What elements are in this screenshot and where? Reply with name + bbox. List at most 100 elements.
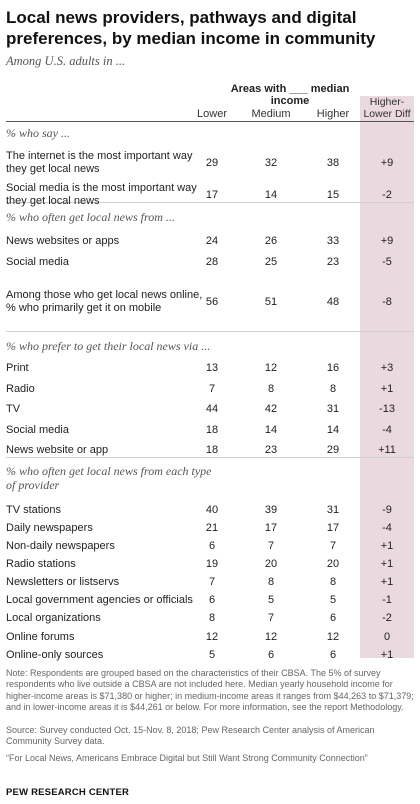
value-lower: 5 — [208, 649, 216, 661]
value-lower: 44 — [205, 403, 219, 415]
value-lower: 19 — [205, 558, 219, 570]
value-medium: 14 — [264, 189, 278, 201]
value-diff: +9 — [380, 157, 394, 169]
section-heading: % who often get local news from each typ… — [6, 464, 212, 492]
row-label: Social media — [6, 424, 69, 436]
row-label: The internet is the most important way t… — [6, 150, 193, 175]
column-header-lower: Lower — [197, 108, 227, 120]
value-higher: 31 — [326, 504, 340, 516]
row-label: Radio stations — [6, 558, 76, 570]
value-lower: 6 — [208, 540, 216, 552]
value-diff: +1 — [380, 576, 394, 588]
value-lower: 17 — [205, 189, 219, 201]
value-higher: 5 — [329, 594, 337, 606]
row-label: TV stations — [6, 504, 62, 516]
row-label: Radio — [6, 383, 35, 395]
value-lower: 7 — [208, 576, 216, 588]
row-label: News websites or apps — [6, 235, 120, 247]
value-higher: 15 — [326, 189, 340, 201]
value-medium: 7 — [267, 612, 275, 624]
value-diff: -4 — [382, 424, 392, 436]
value-lower: 8 — [208, 612, 216, 624]
value-medium: 51 — [264, 296, 278, 308]
value-higher: 8 — [329, 576, 337, 588]
chart-subtitle: Among U.S. adults in ... — [6, 54, 126, 68]
row-label: Local government agencies or officials — [6, 594, 193, 606]
section-heading: % who say ... — [6, 126, 70, 140]
row-label: News website or app — [6, 444, 109, 456]
value-diff: +1 — [380, 540, 394, 552]
value-lower: 24 — [205, 235, 219, 247]
value-diff: -9 — [382, 504, 392, 516]
value-diff: +1 — [380, 558, 394, 570]
value-medium: 42 — [264, 403, 278, 415]
column-header-medium: Medium — [251, 108, 291, 120]
value-medium: 17 — [264, 522, 278, 534]
value-higher: 33 — [326, 235, 340, 247]
section-divider — [6, 202, 414, 203]
value-higher: 6 — [329, 612, 337, 624]
value-medium: 5 — [267, 594, 275, 606]
value-medium: 12 — [264, 362, 278, 374]
value-diff: -13 — [379, 403, 395, 415]
value-higher: 8 — [329, 383, 337, 395]
header-rule — [6, 121, 414, 122]
note-text: Note: Respondents are grouped based on t… — [6, 668, 414, 713]
value-higher: 12 — [326, 631, 340, 643]
row-label: TV — [6, 403, 21, 415]
value-diff: +1 — [380, 383, 394, 395]
value-diff: -5 — [382, 256, 392, 268]
value-medium: 12 — [264, 631, 278, 643]
section-divider — [6, 331, 414, 332]
value-higher: 38 — [326, 157, 340, 169]
row-label: Newsletters or listservs — [6, 576, 120, 588]
value-medium: 23 — [264, 444, 278, 456]
row-label: Print — [6, 362, 29, 374]
value-lower: 7 — [208, 383, 216, 395]
value-medium: 39 — [264, 504, 278, 516]
value-medium: 6 — [267, 649, 275, 661]
value-diff: -4 — [382, 522, 392, 534]
value-medium: 8 — [267, 576, 275, 588]
row-label: Online-only sources — [6, 649, 104, 661]
value-lower: 12 — [205, 631, 219, 643]
diff-column-band — [360, 96, 414, 658]
value-higher: 17 — [326, 522, 340, 534]
row-label: Non-daily newspapers — [6, 540, 115, 552]
value-diff: 0 — [383, 631, 391, 643]
value-lower: 29 — [205, 157, 219, 169]
row-label: Online forums — [6, 631, 75, 643]
value-higher: 20 — [326, 558, 340, 570]
value-higher: 23 — [326, 256, 340, 268]
value-diff: +9 — [380, 235, 394, 247]
value-diff: +1 — [380, 649, 394, 661]
column-header-higher: Higher — [316, 108, 350, 120]
value-lower: 56 — [205, 296, 219, 308]
row-label: Social media — [6, 256, 69, 268]
row-label: Daily newspapers — [6, 522, 93, 534]
value-lower: 6 — [208, 594, 216, 606]
value-higher: 14 — [326, 424, 340, 436]
value-diff: -1 — [382, 594, 392, 606]
row-label: Social media is the most important way t… — [6, 182, 197, 207]
value-lower: 28 — [205, 256, 219, 268]
value-diff: -8 — [382, 296, 392, 308]
section-heading: % who often get local news from ... — [6, 210, 175, 224]
report-title: “For Local News, Americans Embrace Digit… — [6, 753, 368, 763]
value-medium: 20 — [264, 558, 278, 570]
value-lower: 18 — [205, 424, 219, 436]
value-higher: 16 — [326, 362, 340, 374]
section-divider — [6, 457, 414, 458]
value-medium: 7 — [267, 540, 275, 552]
column-group-label: Areas with ___ median income — [230, 83, 350, 107]
source-text: Source: Survey conducted Oct. 15-Nov. 8,… — [6, 725, 375, 747]
value-higher: 6 — [329, 649, 337, 661]
value-diff: -2 — [382, 189, 392, 201]
section-heading: % who prefer to get their local news via… — [6, 339, 211, 353]
value-diff: +11 — [378, 444, 396, 456]
value-diff: -2 — [382, 612, 392, 624]
value-higher: 48 — [326, 296, 340, 308]
value-higher: 31 — [326, 403, 340, 415]
value-medium: 25 — [264, 256, 278, 268]
brand-label: PEW RESEARCH CENTER — [6, 787, 130, 798]
